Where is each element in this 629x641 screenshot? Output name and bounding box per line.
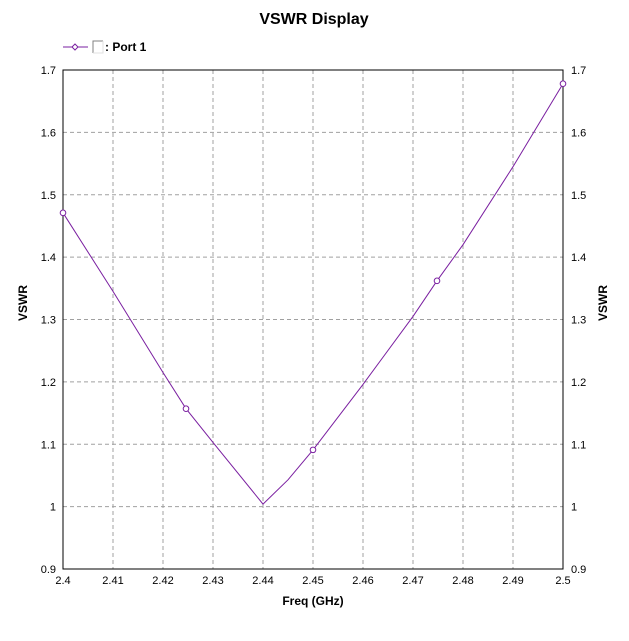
data-point <box>559 80 567 88</box>
y-tick-label-right: 1.5 <box>571 190 586 202</box>
x-tick-label: 2.41 <box>102 575 123 587</box>
x-tick-label: 2.5 <box>555 575 570 587</box>
y-tick-label-right: 1 <box>571 502 577 514</box>
x-tick-label: 2.4 <box>55 575 70 587</box>
y-tick-label-right: 1.4 <box>571 252 586 264</box>
y-tick-labels: 0.9 0.9 1 1 1.1 1.1 1.2 1.2 1.3 1.3 1.4 1.4 1.5 1.5 1.… <box>41 65 587 576</box>
y-tick-label-right: 1.7 <box>571 65 586 77</box>
series-line <box>62 83 564 505</box>
y-axis-label-right: VSWR <box>596 285 610 321</box>
plot-frame <box>62 69 564 570</box>
y-tick-label: 1 <box>50 502 56 514</box>
y-tick-label: 1.1 <box>41 439 56 451</box>
grid <box>63 70 563 569</box>
y-tick-label: 0.9 <box>41 564 56 576</box>
y-tick-label: 1.5 <box>41 190 56 202</box>
y-tick-label: 1.4 <box>41 252 56 264</box>
y-axis-label: VSWR <box>16 285 30 321</box>
data-point <box>182 405 190 412</box>
y-tick-label: 1.7 <box>41 65 56 77</box>
y-tick-label-right: 1.3 <box>571 315 586 327</box>
legend-checkbox-icon[interactable] <box>92 40 103 53</box>
x-tick-label: 2.44 <box>252 575 273 587</box>
legend-label: : Port 1 <box>105 40 147 54</box>
y-tick-label-right: 1.1 <box>571 439 586 451</box>
x-tick-label: 2.43 <box>202 575 223 587</box>
y-tick-label-right: 1.2 <box>571 377 586 389</box>
x-tick-label: 2.49 <box>502 575 523 587</box>
data-point <box>309 446 317 454</box>
x-tick-label: 2.48 <box>452 575 473 587</box>
y-tick-label: 1.3 <box>41 315 56 327</box>
legend-marker-icon <box>71 43 79 51</box>
legend: : Port 1 <box>63 40 147 54</box>
y-tick-label: 1.2 <box>41 377 56 389</box>
x-tick-labels: 2.4 2.41 2.42 2.43 2.44 2.45 2.46 2.47 2.48 2.49 2… <box>55 575 570 587</box>
y-tick-label: 1.6 <box>41 127 56 139</box>
x-tick-label: 2.45 <box>302 575 323 587</box>
chart-title: VSWR Display <box>259 11 368 28</box>
y-tick-label-right: 1.6 <box>571 127 586 139</box>
x-tick-label: 2.47 <box>402 575 423 587</box>
x-tick-label: 2.42 <box>152 575 173 587</box>
series-port-1 <box>59 80 567 505</box>
data-point <box>433 277 441 285</box>
data-point <box>59 209 67 217</box>
x-axis-label: Freq (GHz) <box>282 594 343 608</box>
y-tick-label-right: 0.9 <box>571 564 586 576</box>
x-tick-label: 2.46 <box>352 575 373 587</box>
